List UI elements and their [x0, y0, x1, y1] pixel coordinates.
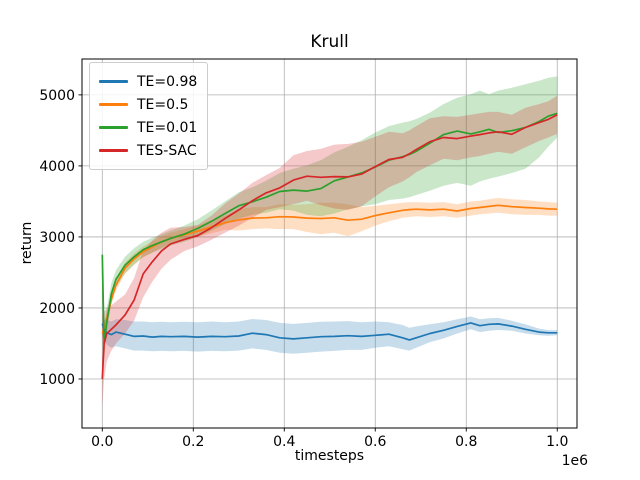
line-TE=0.01	[101, 112, 558, 345]
line-TE=0.98	[101, 322, 558, 341]
legend-item-TES-SAC: TES-SAC	[99, 139, 197, 162]
y-axis-label: return	[19, 221, 35, 265]
legend-item-TE=0.98: TE=0.98	[99, 70, 197, 93]
band-TES-SAC	[102, 95, 558, 408]
x-tick-label: 0.8	[455, 434, 477, 450]
y-tick-label: 3000	[39, 230, 75, 246]
band-TE=0.98	[102, 315, 558, 354]
legend-line-swatch	[99, 80, 128, 83]
legend: TE=0.98 TE=0.5 TE=0.01 TES-SAC	[89, 62, 209, 170]
legend-label: TE=0.01	[137, 119, 198, 136]
y-tick-label: 4000	[39, 159, 75, 175]
x-tick-label: 1.0	[546, 434, 568, 450]
line-TES-SAC	[101, 114, 558, 380]
legend-item-TE=0.01: TE=0.01	[99, 116, 197, 139]
x-tick-label: 0.4	[273, 434, 295, 450]
legend-line-swatch	[99, 149, 128, 152]
x-tick-label: 0.6	[364, 434, 386, 450]
x-axis-label: timesteps	[294, 448, 365, 464]
x-axis-offset-label: 1e6	[561, 453, 588, 469]
y-tick-label: 1000	[39, 372, 75, 388]
y-tick-label: 2000	[39, 301, 75, 317]
legend-label: TES-SAC	[137, 142, 197, 159]
y-tick-label: 5000	[39, 88, 75, 104]
legend-line-swatch	[99, 103, 128, 106]
line-TE=0.5	[101, 204, 558, 334]
legend-item-TE=0.5: TE=0.5	[99, 93, 197, 116]
band-TE=0.01	[102, 76, 558, 358]
series-group	[101, 76, 558, 408]
legend-label: TE=0.5	[137, 96, 189, 113]
band-TE=0.5	[102, 197, 558, 340]
chart-title: Krull	[310, 32, 349, 52]
axes-frame	[81, 58, 578, 429]
x-tick-label: 0.0	[91, 434, 113, 450]
tick-labels: 0.0 0.2 0.4 0.6 0.8 1.0 1000 2000 3000 4000 5000	[39, 88, 568, 450]
legend-label: TE=0.98	[137, 73, 198, 90]
x-tick-label: 0.2	[182, 434, 204, 450]
ticks	[78, 94, 558, 432]
legend-line-swatch	[99, 126, 128, 129]
